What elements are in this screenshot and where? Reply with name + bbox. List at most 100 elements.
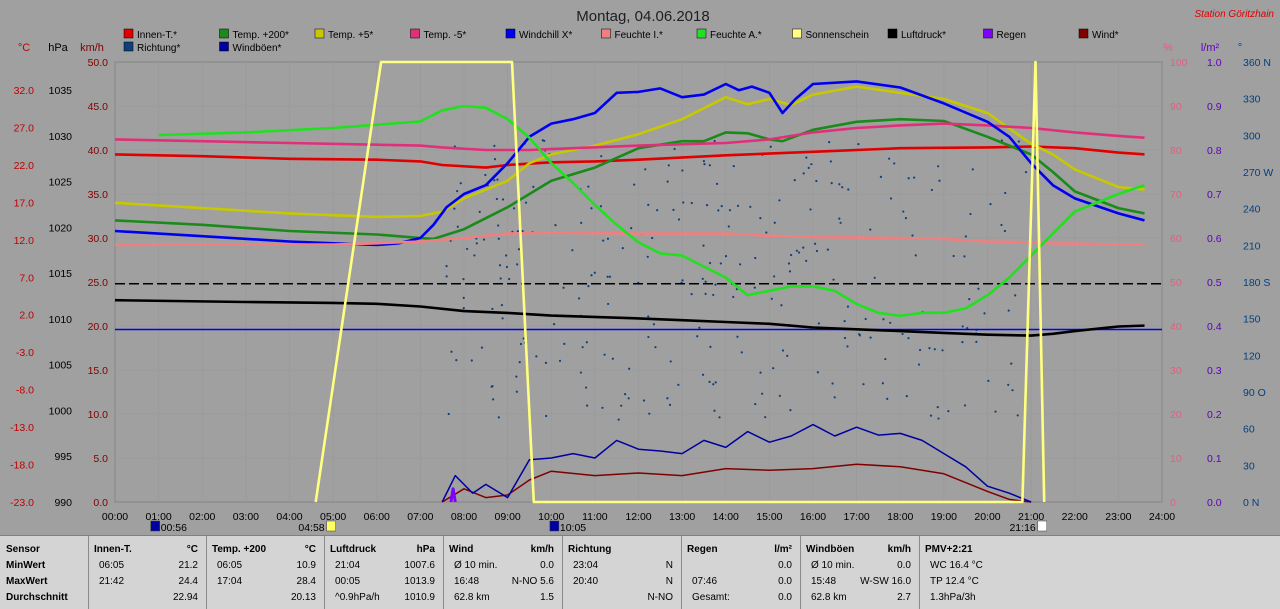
unit-kmh: km/h — [80, 42, 104, 54]
direction-dot — [805, 156, 808, 159]
x-tick: 12:00 — [625, 511, 651, 523]
stats-label: 1.3hPa/3h — [930, 592, 976, 603]
legend-item: Innen-T.* — [137, 30, 177, 41]
legend-swatch — [696, 28, 707, 39]
stats-column: Luftdruck hPa 21:04 1007.6 00:05 1013.9 ^0.9hP… — [325, 536, 444, 609]
lm2-tick: 0.2 — [1207, 409, 1222, 421]
dir-tick: 0 N — [1243, 497, 1259, 509]
direction-dot — [839, 221, 842, 224]
temp-tick: 32.0 — [14, 85, 35, 97]
direction-dot — [558, 359, 562, 362]
direction-dot — [516, 263, 519, 266]
x-tick: 17:00 — [843, 511, 869, 523]
stats-value: 0.0 — [778, 576, 792, 587]
lm2-tick: 0.5 — [1207, 277, 1222, 289]
stats-column: PMV+2:21 WC 16.4 °C TP 12.4 °C 1.3hPa/3h — [920, 536, 1032, 609]
direction-dot — [642, 399, 646, 402]
stats-value: 21.2 — [178, 560, 198, 571]
direction-dot — [709, 345, 712, 348]
direction-dot — [586, 404, 589, 407]
stats-unit: hPa — [416, 544, 435, 555]
stats-label: 62.8 km — [811, 592, 847, 603]
axes: 50.0 45.0 40.0 35.0 30.0 25.0 20.0 15.0 10.0 5.0 0… — [10, 57, 1273, 523]
direction-dot — [673, 147, 676, 151]
unit-celsius: °C — [18, 42, 30, 54]
direction-dot — [719, 262, 722, 265]
stats-column: Wind km/h Ø 10 min. 0.0 16:48 N-NO 5.6 62.8 km… — [444, 536, 563, 609]
series-line — [449, 487, 457, 503]
lm2-tick: 0.4 — [1207, 321, 1222, 333]
dir-tick: 300 — [1243, 130, 1261, 142]
x-tick: 13:00 — [669, 511, 695, 523]
stats-value: N — [665, 576, 673, 587]
x-tick: 07:00 — [407, 511, 433, 523]
direction-dot — [498, 264, 502, 267]
direction-dot — [562, 286, 565, 289]
direction-dot — [478, 210, 481, 213]
direction-dot — [781, 349, 785, 352]
pct-tick: 80 — [1170, 145, 1182, 157]
direction-dot — [727, 225, 730, 228]
direction-dot — [505, 265, 509, 269]
direction-dot — [754, 256, 757, 260]
pct-tick: 0 — [1170, 497, 1176, 509]
direction-dot — [807, 166, 810, 169]
direction-dot — [971, 168, 974, 171]
direction-dot — [937, 165, 940, 168]
stats-row-label: Sensor — [6, 544, 40, 555]
direction-dot — [881, 382, 885, 385]
legend-item: Windböen* — [233, 43, 282, 54]
direction-dot — [587, 185, 590, 188]
direction-dot — [462, 296, 465, 299]
stats-value: 0.0 — [897, 560, 911, 571]
direction-dot — [515, 390, 518, 393]
direction-dot — [447, 412, 450, 416]
direction-dot — [606, 237, 610, 240]
direction-dot — [702, 160, 706, 163]
direction-dot — [445, 265, 448, 268]
series-line — [441, 423, 1032, 503]
temp-tick: -8.0 — [16, 385, 34, 397]
x-tick: 08:00 — [451, 511, 477, 523]
stats-value: 24.4 — [178, 576, 198, 587]
weather-chart: Montag, 04.06.2018 Station Göritzhain In… — [10, 8, 1274, 534]
legend-item: Feuchte I.* — [615, 30, 663, 41]
kmh-tick: 5.0 — [93, 453, 108, 465]
x-tick: 20:00 — [974, 511, 1000, 523]
direction-dot — [593, 271, 596, 274]
direction-dot — [445, 275, 448, 278]
sun-moon-markers: 00:56 04:58 10:05 21:16 — [150, 520, 1048, 534]
x-tick: 16:00 — [800, 511, 826, 523]
stats-column: Regen l/m² 0.0 07:46 0.0 Gesamt: 0.0 — [682, 536, 801, 609]
temp-tick: 7.0 — [19, 272, 34, 284]
direction-dot — [666, 180, 669, 183]
x-tick: 19:00 — [931, 511, 957, 523]
stats-value: N — [665, 560, 673, 571]
direction-dot — [740, 351, 743, 354]
stats-column: Windböen km/h Ø 10 min. 0.0 15:48 W-SW 16.0 62… — [801, 536, 920, 609]
direction-dot — [495, 197, 498, 201]
legend-swatch — [887, 28, 898, 39]
direction-dot — [715, 182, 719, 185]
direction-dot — [644, 168, 647, 171]
direction-dot — [846, 305, 850, 308]
series-line — [114, 122, 1145, 152]
direction-dot — [508, 277, 511, 281]
series-line — [314, 60, 1046, 504]
direction-dot — [828, 141, 831, 144]
direction-dot — [732, 295, 735, 299]
direction-dot — [843, 336, 847, 340]
direction-dot — [703, 163, 706, 166]
stats-unit: km/h — [530, 544, 554, 555]
kmh-tick: 0.0 — [93, 497, 108, 509]
stats-label: ^0.9hPa/h — [335, 592, 380, 603]
direction-dot — [902, 210, 905, 213]
dir-tick: 360 N — [1243, 57, 1271, 69]
x-tick: 11:00 — [582, 511, 608, 523]
direction-dot — [497, 237, 500, 240]
direction-dot — [765, 231, 768, 234]
stats-row-labels: Sensor MinWert MaxWert Durchschnitt — [0, 536, 89, 609]
stats-unit: °C — [304, 544, 316, 555]
direction-dot — [815, 249, 819, 253]
direction-dot — [787, 262, 791, 265]
